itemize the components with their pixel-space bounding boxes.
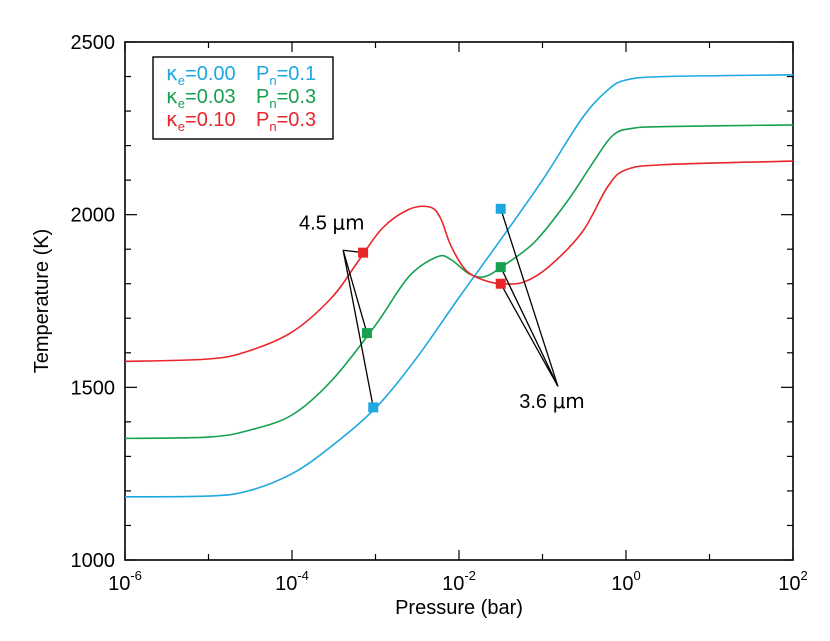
series-marker xyxy=(361,328,372,339)
annotation-unit: μm xyxy=(332,211,364,235)
series-line xyxy=(124,160,794,363)
axis-ticks xyxy=(124,41,794,561)
legend-kappa-sub: e xyxy=(178,119,185,134)
legend-p: P xyxy=(256,63,269,85)
annotation-pointer xyxy=(342,250,368,334)
legend-entry: κe=0.00 xyxy=(166,61,236,88)
legend-p-value: =0.1 xyxy=(277,63,316,85)
annotation-pointer xyxy=(500,266,559,387)
y-tick-label: 2500 xyxy=(71,32,116,54)
legend-kappa-sub: e xyxy=(178,96,185,111)
x-tick-labels: 10-6 10-4 10-2 100 102 xyxy=(108,568,808,595)
series-lines xyxy=(124,74,794,498)
y-tick-labels: 1000 1500 2000 2500 xyxy=(71,32,116,572)
x-tick-base: 10 xyxy=(611,573,633,595)
series-marker xyxy=(358,247,369,258)
x-tick-exponent: 0 xyxy=(634,568,641,583)
annotation-value: 3.6 xyxy=(519,391,552,413)
x-tick-exponent: -4 xyxy=(297,568,309,583)
legend-kappa: κ xyxy=(166,107,178,131)
annotation-pointer xyxy=(500,208,559,387)
annotation-unit: μm xyxy=(553,389,585,413)
legend-p: P xyxy=(256,109,269,131)
annotation-pointers xyxy=(342,208,559,408)
annotation-label: 3.6 μm xyxy=(519,389,585,413)
series-marker xyxy=(368,402,379,413)
y-tick-label: 1000 xyxy=(71,550,116,572)
x-tick-base: 10 xyxy=(275,573,297,595)
legend-kappa-value: =0.00 xyxy=(185,63,236,85)
legend-box xyxy=(152,56,334,140)
x-tick-label: 10-4 xyxy=(275,568,309,595)
series-marker xyxy=(495,203,506,214)
x-tick-base: 10 xyxy=(108,573,130,595)
x-axis-label: Pressure (bar) xyxy=(395,597,523,619)
legend-p-sub: n xyxy=(269,73,276,88)
series-line xyxy=(124,124,794,440)
legend-kappa-value: =0.03 xyxy=(185,86,236,108)
legend-entry-p: Pn=0.1 xyxy=(256,63,316,88)
legend-kappa: κ xyxy=(166,61,178,85)
legend-kappa-value: =0.10 xyxy=(185,109,236,131)
x-tick-label: 100 xyxy=(611,568,640,595)
x-tick-label: 10-2 xyxy=(442,568,476,595)
annotation-value: 4.5 xyxy=(299,213,332,235)
annotation-labels: 4.5 μm3.6 μm xyxy=(299,211,585,414)
y-axis-label: Temperature (K) xyxy=(31,229,53,374)
x-tick-label: 10-6 xyxy=(108,568,142,595)
series-marker xyxy=(495,278,506,289)
legend-entry-p: Pn=0.3 xyxy=(256,86,316,111)
legend-p-sub: n xyxy=(269,96,276,111)
legend-entry: κe=0.10 xyxy=(166,107,236,134)
legend-entry-p: Pn=0.3 xyxy=(256,109,316,134)
x-tick-label: 102 xyxy=(778,568,807,595)
legend-p-sub: n xyxy=(269,119,276,134)
legend: κe=0.00 Pn=0.1κe=0.03 Pn=0.3κe=0.10 Pn=0.3 xyxy=(152,56,334,140)
legend-p-value: =0.3 xyxy=(277,86,316,108)
y-tick-label: 2000 xyxy=(71,205,116,227)
x-tick-exponent: -6 xyxy=(130,568,142,583)
series-line xyxy=(124,74,794,498)
annotation-pointer xyxy=(342,250,374,408)
x-tick-base: 10 xyxy=(778,573,800,595)
legend-p-value: =0.3 xyxy=(277,109,316,131)
y-tick-label: 1500 xyxy=(71,377,116,399)
annotation-pointer xyxy=(500,283,559,387)
series-marker xyxy=(495,262,506,273)
legend-entries: κe=0.00 Pn=0.1κe=0.03 Pn=0.3κe=0.10 Pn=0.3 xyxy=(166,61,316,134)
x-tick-exponent: -2 xyxy=(464,568,476,583)
legend-kappa: κ xyxy=(166,84,178,108)
x-tick-base: 10 xyxy=(442,573,464,595)
legend-kappa-sub: e xyxy=(178,73,185,88)
series-markers xyxy=(358,203,506,413)
x-tick-exponent: 2 xyxy=(801,568,808,583)
annotation-label: 4.5 μm xyxy=(299,211,365,235)
legend-entry: κe=0.03 xyxy=(166,84,236,111)
legend-p: P xyxy=(256,86,269,108)
